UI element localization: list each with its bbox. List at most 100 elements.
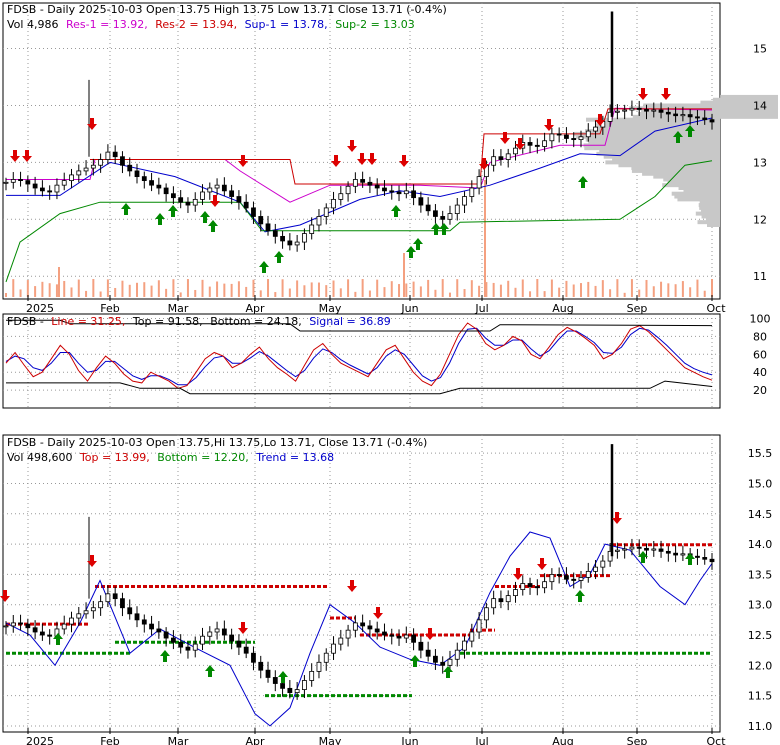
volume-bar (231, 284, 233, 297)
panel3-header-title: FDSB - Daily 2025-10-03 Open 13.75,Hi 13… (7, 436, 427, 449)
trend-body (19, 623, 23, 624)
trend-ytick-label: 15.5 (748, 447, 773, 460)
price-body (448, 214, 452, 220)
trend-xtick-label: Jul (474, 735, 488, 745)
volume-bar (274, 292, 276, 297)
price-body (317, 216, 321, 225)
price-xtick-label: Apr (245, 302, 265, 315)
volume-bar (78, 280, 80, 297)
trend-body (615, 550, 619, 551)
price-xtick-label: Feb (100, 302, 119, 315)
trend-body (681, 554, 685, 555)
trend-body (70, 618, 74, 624)
trend-body (201, 636, 205, 644)
trend-body (659, 549, 663, 551)
price-body (353, 179, 357, 186)
volume-bar (609, 289, 611, 297)
volume-bar (551, 279, 553, 297)
price-body (19, 179, 23, 180)
trend-body (557, 574, 561, 575)
trend-body (404, 635, 408, 638)
trend-body (390, 635, 394, 636)
price-body (390, 191, 394, 192)
price-body (91, 165, 95, 168)
volume-bar (493, 283, 495, 297)
price-body (266, 224, 270, 231)
volume-bar (121, 281, 123, 297)
volume-bar (58, 267, 60, 297)
volume-bar (27, 280, 29, 297)
price-ytick-label: 13 (753, 156, 767, 169)
trend-xtick-label: Mar (168, 735, 189, 745)
volume-bar (580, 283, 582, 297)
volume-bar (653, 286, 655, 297)
price-ytick-label: 15 (753, 43, 767, 56)
trend-body (120, 599, 124, 608)
trend-body (251, 653, 255, 662)
trend-body (586, 571, 590, 577)
trend-body (601, 561, 605, 567)
price-body (273, 231, 277, 237)
volume-bar (5, 293, 7, 297)
price-body (201, 192, 205, 199)
volume-bar (260, 290, 262, 297)
trend-body (637, 547, 641, 548)
volume-bar (209, 287, 211, 297)
trend-body (703, 557, 707, 559)
volume-bar (449, 293, 451, 297)
trend-body (208, 632, 212, 636)
trend-body (564, 576, 568, 580)
volume-profile-bar (720, 95, 778, 99)
panel3-bottom: Bottom = 12.20, (157, 451, 249, 464)
trend-ytick-label: 13.5 (748, 568, 773, 581)
volume-bar (136, 283, 138, 297)
trend-body (484, 608, 488, 620)
volume-bar (41, 282, 43, 297)
price-xtick-label: Aug (552, 302, 573, 315)
price-body (222, 185, 226, 191)
price-body (237, 197, 241, 203)
price-xtick-label: May (319, 302, 342, 315)
trend-body (528, 584, 532, 587)
price-body (681, 115, 685, 116)
price-body (375, 185, 379, 188)
trend-body (572, 579, 576, 580)
price-body (361, 179, 365, 182)
trend-body (157, 629, 161, 632)
volume-bar (362, 279, 364, 297)
price-body (644, 109, 648, 111)
trend-body (128, 608, 132, 614)
volume-bar (325, 285, 327, 297)
trend-body (310, 671, 314, 680)
price-body (332, 199, 336, 208)
trend-body (441, 662, 445, 665)
trend-body (412, 635, 416, 642)
price-xtick-label: Mar (168, 302, 189, 315)
volume-bar (682, 281, 684, 297)
trend-body (244, 647, 248, 653)
oscillator-y-axis: 10080604020 (750, 312, 771, 397)
price-body (179, 198, 183, 203)
volume-bar (645, 280, 647, 297)
trend-body (164, 632, 168, 638)
panel3-trend: Trend = 13.68 (255, 451, 334, 464)
price-body (463, 197, 467, 206)
trend-body (281, 684, 285, 689)
volume-bar (427, 280, 429, 297)
trend-body (99, 602, 103, 608)
price-body (339, 194, 343, 200)
volume-bar (413, 282, 415, 297)
volume-bar (296, 280, 298, 297)
price-body (586, 131, 590, 137)
price-body (550, 134, 554, 141)
trend-body (644, 548, 648, 550)
price-body (506, 154, 510, 160)
trend-body (215, 629, 219, 632)
trend-body (106, 594, 110, 602)
price-body (324, 208, 328, 217)
volume-bar (129, 285, 131, 297)
price-ytick-label: 11 (753, 270, 767, 283)
volume-bar (522, 279, 524, 297)
price-body (186, 202, 190, 205)
panel3-volume: Vol 498,600 (7, 451, 72, 464)
